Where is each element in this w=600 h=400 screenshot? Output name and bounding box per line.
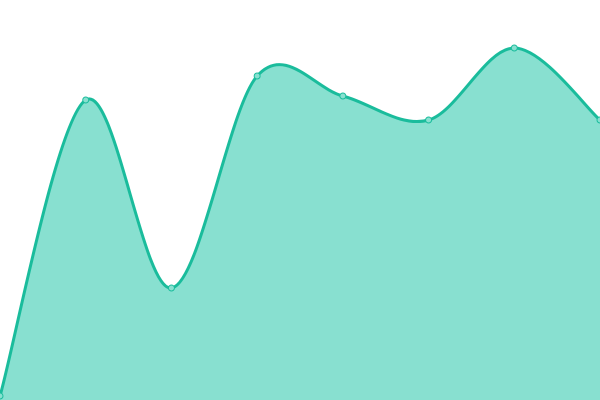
data-point-1: [82, 96, 90, 104]
data-points: [0, 44, 600, 400]
data-point-7: [596, 116, 600, 124]
area-fill: [0, 48, 600, 400]
data-point-5: [425, 116, 433, 124]
data-point-3: [253, 72, 261, 80]
series-line: [0, 46, 600, 397]
data-point-6: [510, 44, 518, 52]
data-point-0: [0, 392, 4, 400]
data-point-2: [167, 284, 175, 292]
data-point-4: [339, 92, 347, 100]
